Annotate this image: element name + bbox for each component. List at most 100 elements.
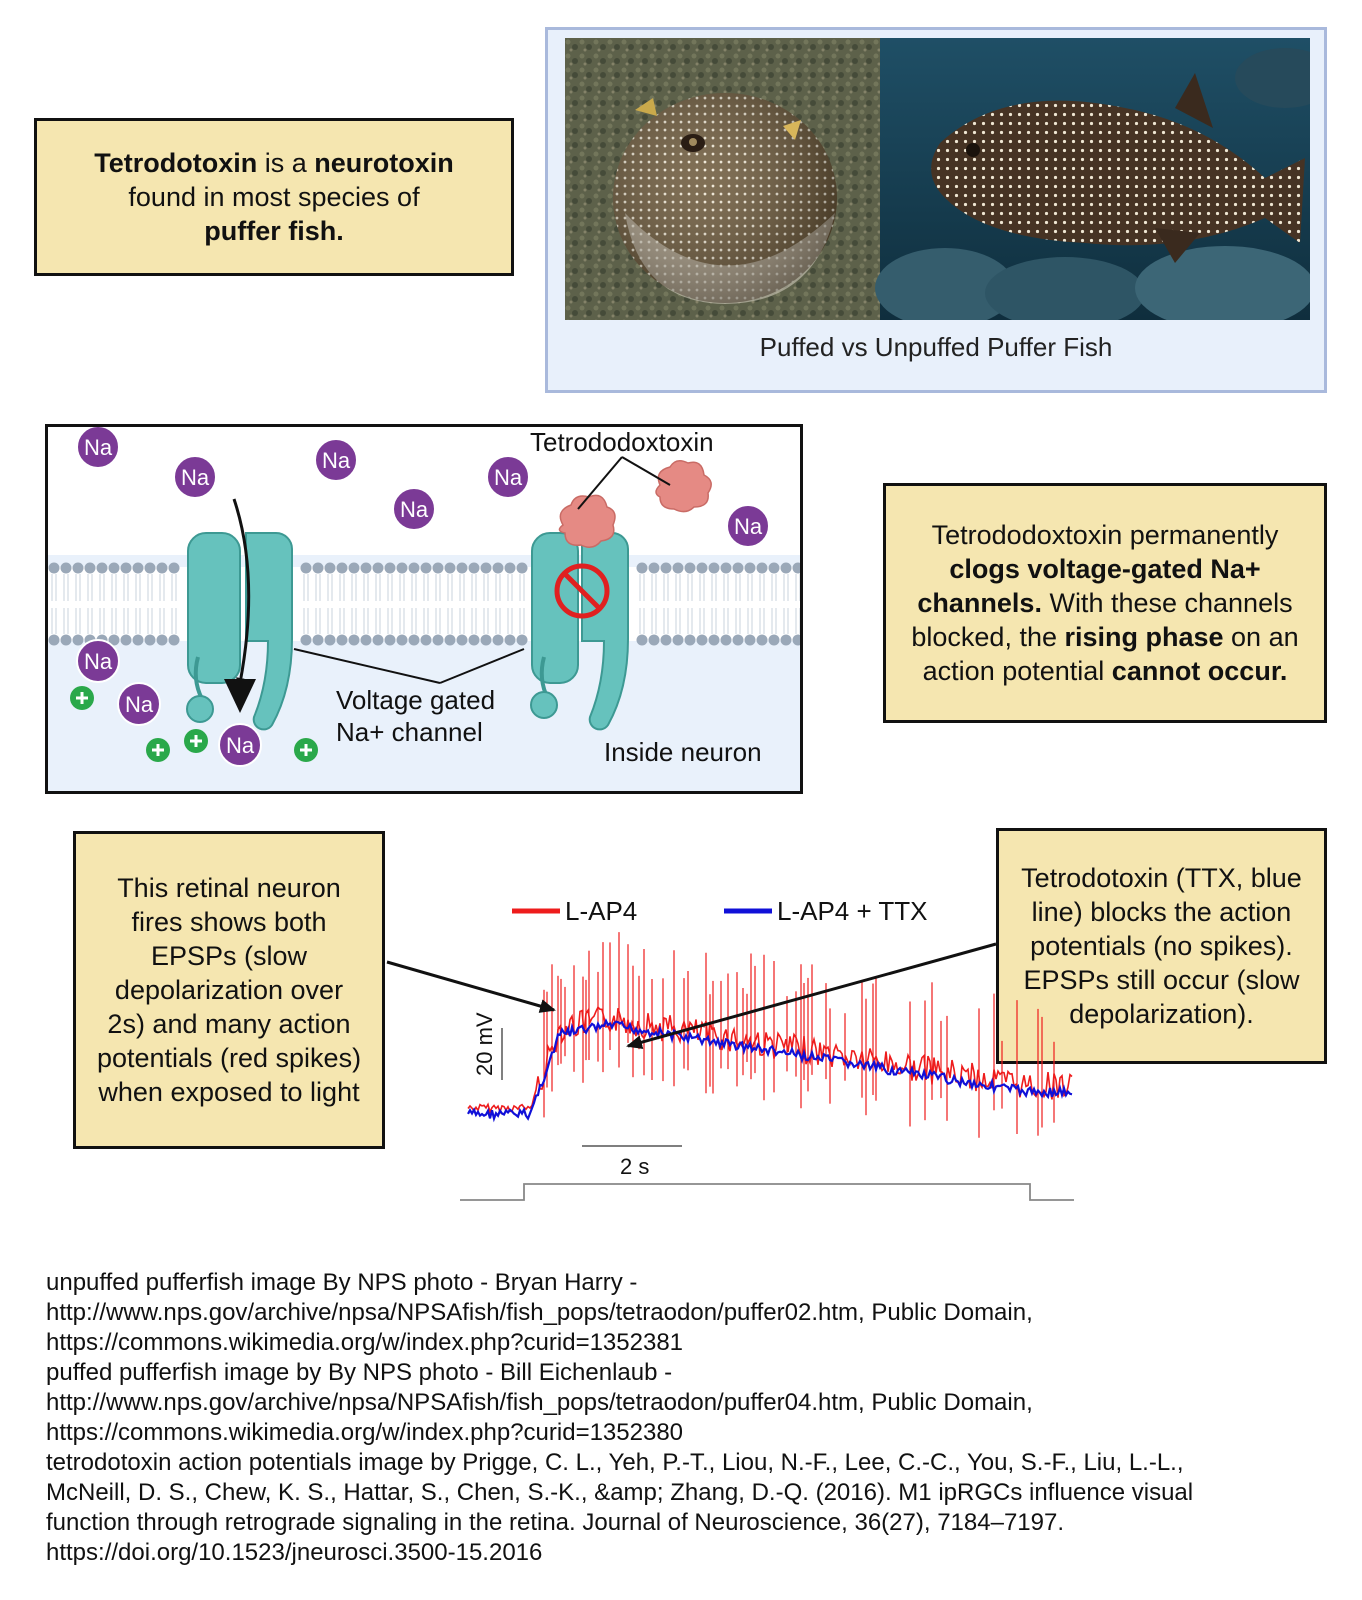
lipid-head — [456, 562, 468, 574]
photo-panel: Puffed vs Unpuffed Puffer Fish — [545, 27, 1327, 393]
lipid-head — [684, 634, 696, 646]
image-credits: unpuffed pufferfish image By NPS photo -… — [46, 1268, 1236, 1568]
lipid-head — [420, 634, 432, 646]
lipid-head — [156, 562, 168, 574]
lipid-head — [516, 634, 528, 646]
voltage-scale-label: 20 mV — [472, 1012, 497, 1076]
prohibited-icon — [554, 563, 610, 619]
lipid-head — [336, 634, 348, 646]
sodium-ion-label: Na — [84, 649, 113, 674]
lipid-head — [780, 634, 792, 646]
lipid-head — [648, 562, 660, 574]
lipid-head — [132, 634, 144, 646]
lipid-head — [684, 562, 696, 574]
lipid-head — [120, 634, 132, 646]
lipid-head — [504, 562, 516, 574]
lipid-head — [156, 634, 168, 646]
lipid-head — [72, 562, 84, 574]
lipid-head — [168, 562, 180, 574]
term-cannot-occur: cannot occur. — [1111, 656, 1288, 686]
lipid-head — [720, 634, 732, 646]
lipid-head — [300, 634, 312, 646]
sodium-ion: Na — [218, 723, 262, 767]
retina-note: This retinal neuron fires shows both EPS… — [73, 831, 385, 1149]
lipid-head — [96, 562, 108, 574]
blocked-sodium-channel — [530, 532, 629, 731]
sodium-ion-label: Na — [226, 733, 255, 758]
sodium-ion-label: Na — [322, 448, 351, 473]
toxin-callout-line — [621, 456, 671, 486]
term-puffer-fish: puffer fish. — [204, 216, 344, 246]
toxin-callout-line — [577, 456, 623, 510]
legend-label-lap4: L-AP4 — [565, 896, 637, 926]
lipid-head — [648, 634, 660, 646]
lipid-head — [360, 634, 372, 646]
toxin-label: Tetrododoxtoxin — [530, 427, 714, 457]
lipid-head — [732, 562, 744, 574]
positive-charges — [70, 686, 318, 762]
lipid-head — [768, 562, 780, 574]
lipid-head — [744, 562, 756, 574]
lipid-head — [48, 634, 60, 646]
lipid-head — [60, 634, 72, 646]
chart-legend: L-AP4 L-AP4 + TTX — [512, 896, 928, 926]
photo-caption: Puffed vs Unpuffed Puffer Fish — [759, 332, 1113, 362]
lipid-head — [60, 562, 72, 574]
lipid-heads — [48, 562, 800, 646]
lipid-head — [144, 562, 156, 574]
membrane-svg: Na Na Na Na Na Na Na Na Na Tetrododoxtoxin Volta… — [48, 427, 800, 791]
mechanism-note: Tetrododoxtoxin permanently clogs voltag… — [883, 483, 1327, 723]
credit-line: puffed pufferfish image by By NPS photo … — [46, 1359, 1033, 1446]
channel-callout-line — [293, 648, 441, 684]
lipid-head — [504, 634, 516, 646]
lipid-head — [492, 634, 504, 646]
sodium-ion-label: Na — [734, 514, 763, 539]
lipid-head — [432, 562, 444, 574]
lipid-head — [168, 634, 180, 646]
plus-icon — [294, 738, 318, 762]
lipid-head — [348, 634, 360, 646]
sodium-ion-label: Na — [400, 497, 429, 522]
lipid-head — [324, 634, 336, 646]
inside-neuron-label: Inside neuron — [604, 737, 762, 767]
sodium-ion: Na — [486, 455, 530, 499]
intro-note: Tetrodotoxin is a neurotoxin found in mo… — [34, 118, 514, 276]
sodium-ion-label: Na — [181, 465, 210, 490]
open-sodium-channel — [186, 498, 293, 731]
plus-icon — [70, 686, 94, 710]
lipid-head — [312, 634, 324, 646]
term-tetrodotoxin: Tetrodotoxin — [94, 148, 258, 178]
lipid-head — [492, 562, 504, 574]
puffed-fish-photo — [565, 38, 880, 320]
lipid-head — [348, 562, 360, 574]
channel-label-line1: Voltage gated — [336, 685, 495, 715]
lipid-head — [792, 562, 800, 574]
term-neurotoxin: neurotoxin — [314, 148, 454, 178]
lipid-head — [432, 634, 444, 646]
sodium-ion: Na — [314, 438, 358, 482]
lipid-head — [84, 562, 96, 574]
lipid-head — [396, 562, 408, 574]
sodium-ion: Na — [173, 455, 217, 499]
lipid-head — [708, 634, 720, 646]
lipid-head — [672, 634, 684, 646]
credit-line: tetrodotoxin action potentials image by … — [46, 1449, 1194, 1566]
lipid-head — [132, 562, 144, 574]
lipid-head — [48, 562, 60, 574]
sodium-ion: Na — [76, 427, 120, 469]
lipid-head — [672, 562, 684, 574]
membrane-diagram: Na Na Na Na Na Na Na Na Na Tetrododoxtoxin Volta… — [45, 424, 803, 794]
lipid-head — [384, 634, 396, 646]
channel-label-line2: Na+ channel — [336, 717, 483, 747]
lipid-head — [72, 634, 84, 646]
lipid-head — [420, 562, 432, 574]
lipid-head — [696, 634, 708, 646]
lipid-head — [516, 562, 528, 574]
lipid-head — [732, 634, 744, 646]
lipid-head — [756, 562, 768, 574]
series-line-lap4-ttx — [467, 1018, 1073, 1123]
red-spike-trace — [543, 932, 1055, 1138]
lipid-head — [144, 634, 156, 646]
lipid-head — [660, 562, 672, 574]
lipid-head — [312, 562, 324, 574]
